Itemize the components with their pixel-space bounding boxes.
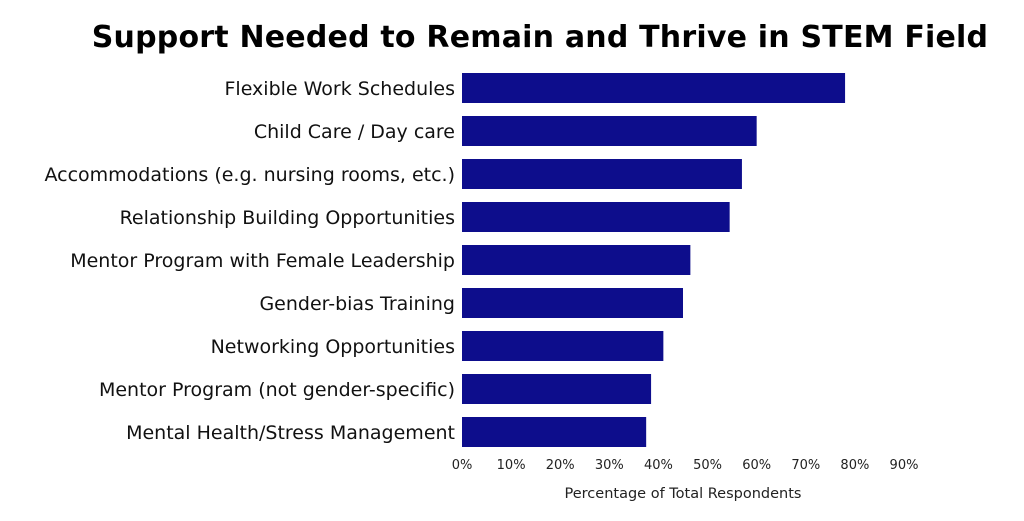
- category-label: Accommodations (e.g. nursing rooms, etc.…: [44, 164, 455, 186]
- x-tick-label: 70%: [791, 458, 820, 473]
- category-label: Flexible Work Schedules: [224, 78, 455, 100]
- x-tick-label: 30%: [595, 458, 624, 473]
- bar: [462, 288, 683, 318]
- bar: [462, 202, 730, 232]
- x-tick-label: 10%: [497, 458, 526, 473]
- x-axis-title: Percentage of Total Respondents: [565, 486, 802, 502]
- x-tick-label: 50%: [693, 458, 722, 473]
- bar: [462, 331, 664, 361]
- x-tick-label: 20%: [546, 458, 575, 473]
- bar: [462, 417, 647, 447]
- x-tick-label: 0%: [452, 458, 473, 473]
- x-axis-ticks: 0% 10% 20% 30% 40% 50% 60% 70% 80% 90%: [452, 458, 919, 473]
- x-tick-label: 80%: [840, 458, 869, 473]
- bar: [462, 245, 691, 275]
- chart-title: Support Needed to Remain and Thrive in S…: [91, 20, 989, 55]
- x-tick-label: 90%: [890, 458, 919, 473]
- category-label: Mentor Program (not gender-specific): [99, 379, 455, 401]
- bar: [462, 159, 742, 189]
- category-labels: Flexible Work Schedules Child Care / Day …: [44, 78, 455, 444]
- category-label: Networking Opportunities: [211, 336, 455, 358]
- category-label: Mental Health/Stress Management: [126, 422, 455, 444]
- category-label: Child Care / Day care: [254, 121, 455, 143]
- category-label: Gender-bias Training: [259, 293, 455, 315]
- x-tick-label: 60%: [742, 458, 771, 473]
- bars: [462, 73, 846, 447]
- bar: [462, 116, 757, 146]
- bar: [462, 374, 652, 404]
- category-label: Relationship Building Opportunities: [120, 207, 455, 229]
- category-label: Mentor Program with Female Leadership: [70, 250, 455, 272]
- bar: [462, 73, 846, 103]
- x-tick-label: 40%: [644, 458, 673, 473]
